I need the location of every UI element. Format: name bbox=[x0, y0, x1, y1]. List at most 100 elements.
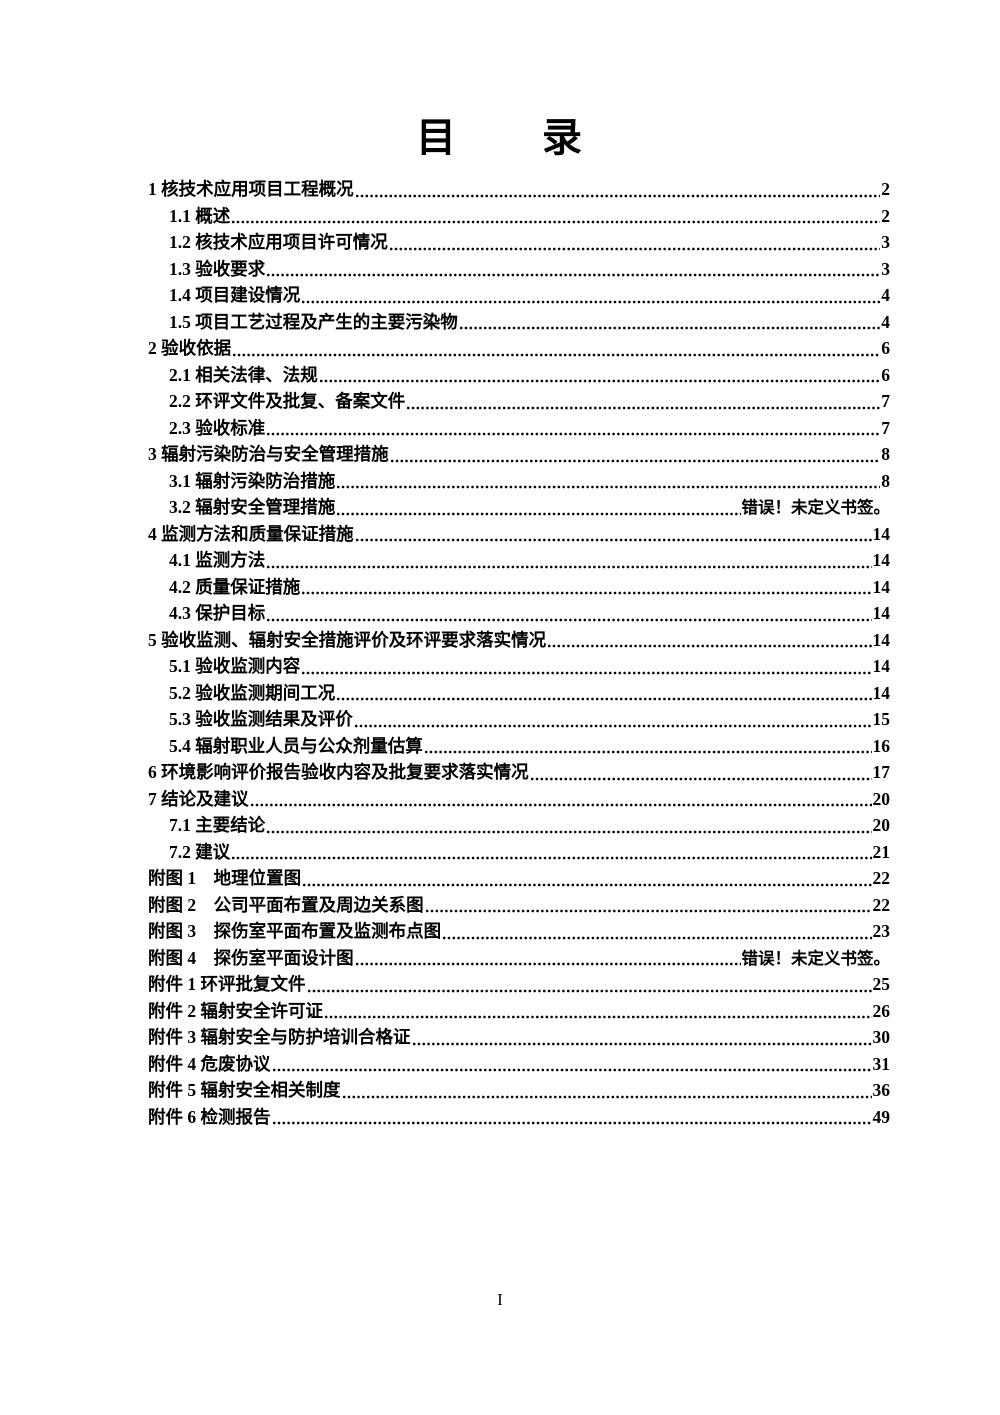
dot-leader bbox=[271, 1067, 872, 1073]
footer-page-number: I bbox=[497, 1290, 503, 1309]
toc-entry-label: 5.1 验收监测内容 bbox=[169, 656, 301, 676]
toc-entry-page-number: 8 bbox=[881, 444, 890, 464]
toc-entry-label: 附件 6 检测报告 bbox=[148, 1106, 271, 1127]
toc-entry[interactable]: 1 核技术应用项目工程概况 2 bbox=[148, 176, 890, 203]
toc-entry[interactable]: 2.1 相关法律、法规 6 bbox=[148, 362, 890, 389]
toc-entry[interactable]: 3.1 辐射污染防治措施 8 bbox=[148, 468, 890, 495]
toc-entry[interactable]: 6 环境影响评价报告验收内容及批复要求落实情况 17 bbox=[148, 759, 890, 786]
dot-leader bbox=[271, 1120, 872, 1126]
toc-entry-label: 3.2 辐射安全管理措施 bbox=[169, 497, 336, 517]
toc-entry[interactable]: 1.2 核技术应用项目许可情况 3 bbox=[148, 229, 890, 256]
dot-leader bbox=[301, 669, 872, 676]
toc-entry[interactable]: 4.3 保护目标 14 bbox=[148, 600, 890, 627]
toc-entry-label: 7 结论及建议 bbox=[148, 788, 249, 809]
toc-entry-label: 1.5 项目工艺过程及产生的主要污染物 bbox=[169, 311, 458, 332]
toc-entry-page-number: 8 bbox=[881, 470, 890, 491]
toc-entry-label: 5.3 验收监测结果及评价 bbox=[169, 709, 353, 729]
dot-leader bbox=[406, 404, 881, 411]
dot-leader bbox=[388, 245, 881, 252]
toc-entry-label: 1.1 概述 bbox=[169, 205, 231, 226]
dot-leader bbox=[324, 1014, 872, 1020]
toc-entry[interactable]: 1.1 概述 2 bbox=[148, 203, 890, 230]
toc-entry-label: 2.3 验收标准 bbox=[169, 417, 266, 438]
dot-leader bbox=[442, 934, 872, 941]
dot-leader bbox=[336, 696, 872, 702]
toc-entry[interactable]: 附件 6 检测报告 49 bbox=[148, 1104, 890, 1131]
toc-entry-label: 6 环境影响评价报告验收内容及批复要求落实情况 bbox=[148, 762, 529, 782]
toc-entry-page-number: 17 bbox=[872, 762, 891, 782]
toc-entry[interactable]: 4.2 质量保证措施 14 bbox=[148, 574, 890, 601]
toc-entry[interactable]: 7.1 主要结论 20 bbox=[148, 812, 890, 839]
toc-entry-page-number: 14 bbox=[872, 576, 891, 597]
toc-entry[interactable]: 4 监测方法和质量保证措施 14 bbox=[148, 521, 890, 548]
toc-entry-page-number: 7 bbox=[881, 391, 890, 411]
toc-entry-page-number: 14 bbox=[872, 682, 891, 703]
dot-leader bbox=[301, 298, 881, 305]
toc-entry[interactable]: 5.4 辐射职业人员与公众剂量估算 16 bbox=[148, 733, 890, 760]
toc-entry[interactable]: 附件 3 辐射安全与防护培训合格证 30 bbox=[148, 1024, 890, 1051]
toc-entry-page-number: 26 bbox=[872, 1000, 891, 1021]
dot-leader bbox=[306, 987, 872, 994]
toc-entry[interactable]: 1.4 项目建设情况 4 bbox=[148, 282, 890, 309]
toc-entry-page-number: 错误！未定义书签。 bbox=[741, 949, 891, 968]
dot-leader bbox=[353, 722, 872, 729]
toc-list: 1 核技术应用项目工程概况 2 1.1 概述 2 1.2 核技术应用项目许可情况… bbox=[0, 176, 1000, 1130]
toc-entry[interactable]: 1.3 验收要求 3 bbox=[148, 256, 890, 283]
dot-leader bbox=[266, 616, 872, 623]
toc-entry-label: 5.2 验收监测期间工况 bbox=[169, 682, 336, 703]
toc-entry-page-number: 14 bbox=[872, 629, 891, 650]
toc-entry[interactable]: 2.3 验收标准 7 bbox=[148, 415, 890, 442]
toc-entry-label: 附件 5 辐射安全相关制度 bbox=[148, 1080, 341, 1100]
toc-entry-label: 附件 3 辐射安全与防护培训合格证 bbox=[148, 1027, 411, 1047]
toc-entry[interactable]: 7 结论及建议 20 bbox=[148, 786, 890, 813]
toc-entry[interactable]: 7.2 建议 21 bbox=[148, 839, 890, 866]
toc-entry-label: 2.2 环评文件及批复、备案文件 bbox=[169, 391, 406, 411]
toc-entry-label: 4.2 质量保证措施 bbox=[169, 576, 301, 597]
toc-entry[interactable]: 附图 4 探伤室平面设计图 错误！未定义书签。 bbox=[148, 945, 890, 972]
toc-entry-label: 1.4 项目建设情况 bbox=[169, 285, 301, 305]
toc-entry-page-number: 3 bbox=[881, 258, 890, 279]
toc-entry-page-number: 15 bbox=[872, 709, 891, 729]
dot-leader bbox=[318, 378, 881, 384]
dot-leader bbox=[266, 272, 881, 278]
toc-entry-page-number: 23 bbox=[872, 921, 891, 941]
toc-entry[interactable]: 附图 2 公司平面布置及周边关系图 22 bbox=[148, 892, 890, 919]
toc-entry[interactable]: 3 辐射污染防治与安全管理措施 8 bbox=[148, 441, 890, 468]
toc-entry-label: 1.2 核技术应用项目许可情况 bbox=[169, 232, 388, 252]
toc-entry-label: 7.2 建议 bbox=[169, 841, 231, 862]
toc-entry[interactable]: 附件 5 辐射安全相关制度 36 bbox=[148, 1077, 890, 1104]
toc-entry[interactable]: 附件 4 危废协议 31 bbox=[148, 1051, 890, 1078]
toc-entry-page-number: 14 bbox=[872, 656, 891, 676]
dot-leader bbox=[301, 590, 872, 596]
dot-leader bbox=[266, 828, 872, 835]
toc-entry-page-number: 3 bbox=[881, 232, 890, 252]
toc-entry-label: 附件 2 辐射安全许可证 bbox=[148, 1000, 323, 1021]
toc-entry-label: 3.1 辐射污染防治措施 bbox=[169, 470, 336, 491]
toc-entry[interactable]: 5.3 验收监测结果及评价 15 bbox=[148, 706, 890, 733]
toc-entry[interactable]: 5.1 验收监测内容 14 bbox=[148, 653, 890, 680]
toc-entry-page-number: 49 bbox=[872, 1106, 891, 1127]
toc-entry[interactable]: 附图 1 地理位置图 22 bbox=[148, 865, 890, 892]
dot-leader bbox=[232, 351, 881, 358]
toc-entry[interactable]: 2 验收依据 6 bbox=[148, 335, 890, 362]
toc-entry[interactable]: 附件 2 辐射安全许可证 26 bbox=[148, 998, 890, 1025]
toc-entry-label: 附图 2 公司平面布置及周边关系图 bbox=[148, 894, 424, 915]
toc-entry-label: 7.1 主要结论 bbox=[169, 815, 266, 835]
dot-leader bbox=[423, 749, 872, 755]
toc-entry[interactable]: 附件 1 环评批复文件 25 bbox=[148, 971, 890, 998]
toc-entry[interactable]: 3.2 辐射安全管理措施 错误！未定义书签。 bbox=[148, 494, 890, 521]
toc-entry-label: 附图 4 探伤室平面设计图 bbox=[148, 947, 354, 968]
dot-leader bbox=[231, 855, 872, 861]
toc-entry[interactable]: 2.2 环评文件及批复、备案文件 7 bbox=[148, 388, 890, 415]
dot-leader bbox=[411, 1040, 872, 1047]
toc-entry[interactable]: 5.2 验收监测期间工况 14 bbox=[148, 680, 890, 707]
toc-entry-page-number: 36 bbox=[872, 1080, 891, 1100]
toc-entry-page-number: 30 bbox=[872, 1027, 891, 1047]
toc-entry-label: 2 验收依据 bbox=[148, 338, 232, 358]
toc-entry-page-number: 22 bbox=[872, 894, 891, 915]
toc-entry[interactable]: 5 验收监测、辐射安全措施评价及环评要求落实情况 14 bbox=[148, 627, 890, 654]
toc-entry[interactable]: 4.1 监测方法 14 bbox=[148, 547, 890, 574]
toc-entry[interactable]: 附图 3 探伤室平面布置及监测布点图 23 bbox=[148, 918, 890, 945]
toc-entry[interactable]: 1.5 项目工艺过程及产生的主要污染物 4 bbox=[148, 309, 890, 336]
